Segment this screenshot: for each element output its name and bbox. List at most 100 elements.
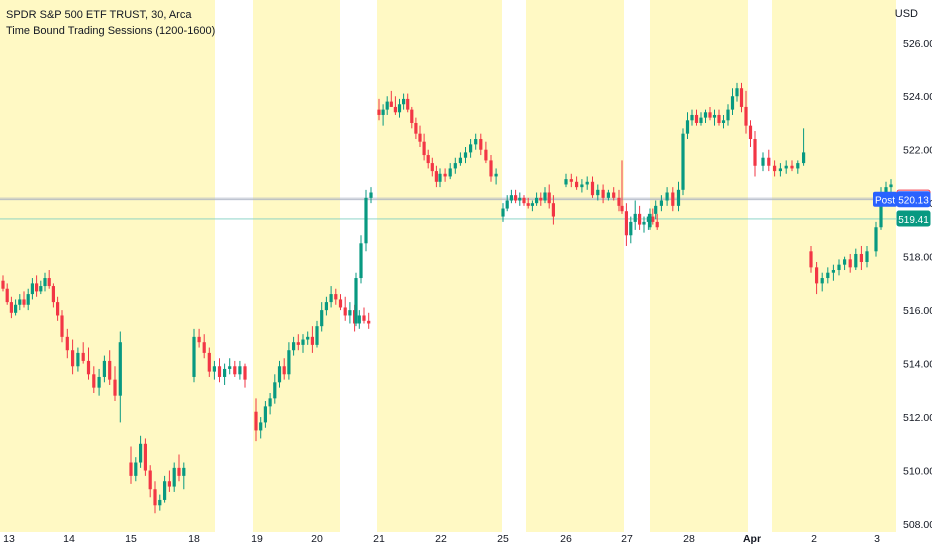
- candle: [359, 235, 363, 284]
- candle-body: [418, 133, 422, 142]
- candle-body: [859, 253, 863, 262]
- candle-body: [518, 197, 522, 201]
- candle: [809, 245, 813, 273]
- candle: [744, 90, 748, 134]
- candle: [292, 336, 296, 356]
- candle-body: [651, 216, 655, 222]
- candle-body: [338, 299, 343, 308]
- candle: [796, 160, 800, 174]
- candle: [354, 272, 358, 327]
- candle-body: [315, 326, 319, 345]
- candle-body: [443, 173, 447, 177]
- candle: [357, 310, 361, 329]
- candle-body: [784, 165, 788, 169]
- candle-body: [129, 462, 133, 476]
- candle: [158, 494, 162, 511]
- y-tick-label: 516.00: [903, 305, 932, 317]
- y-tick-label: 526.00: [903, 38, 932, 50]
- candle-body: [422, 141, 426, 156]
- session-band-25: [526, 0, 563, 532]
- candle: [826, 267, 830, 284]
- candle: [259, 417, 263, 439]
- session-band-22-post: [502, 0, 526, 532]
- candle: [76, 347, 80, 372]
- y-tick-label: 512.00: [903, 412, 932, 424]
- candle-body: [397, 104, 402, 113]
- candle: [590, 176, 595, 198]
- session-band-28: [650, 0, 687, 532]
- candle: [238, 360, 242, 380]
- candle-body: [739, 88, 744, 107]
- candle-body: [843, 259, 847, 265]
- candle: [889, 179, 893, 193]
- candle-body: [268, 398, 272, 407]
- candle-body: [767, 157, 771, 166]
- candle-body: [575, 181, 579, 188]
- candle: [539, 192, 543, 206]
- candle: [596, 184, 600, 201]
- candle-body: [192, 336, 196, 377]
- candle: [778, 163, 782, 177]
- candle: [414, 117, 418, 140]
- candle: [263, 401, 267, 428]
- candle-body: [514, 195, 518, 201]
- candle-body: [43, 278, 47, 287]
- candle-body: [690, 114, 694, 121]
- candle-body: [831, 270, 835, 273]
- candle-body: [343, 307, 347, 316]
- candle-body: [708, 112, 712, 118]
- candle-body: [362, 315, 366, 321]
- candle-body: [685, 120, 690, 134]
- candle: [479, 133, 483, 156]
- candle: [837, 259, 841, 276]
- candle-body: [681, 133, 685, 190]
- candle-body: [182, 467, 186, 476]
- symbol-title[interactable]: SPDR S&P 500 ETF TRUST, 30, Arca: [6, 9, 192, 21]
- candle-body: [139, 443, 143, 463]
- candle-body: [596, 189, 600, 196]
- candle: [377, 98, 381, 121]
- candle: [30, 278, 34, 300]
- candle-body: [348, 310, 352, 316]
- candle-body: [118, 342, 122, 396]
- candle: [843, 256, 847, 271]
- candle: [56, 296, 60, 321]
- candle-body: [277, 366, 282, 383]
- currency-label[interactable]: USD: [894, 8, 918, 20]
- candle-body: [243, 366, 247, 380]
- candle: [14, 299, 18, 316]
- price-tag-label: 520.13: [898, 196, 929, 207]
- candle-body: [9, 302, 13, 313]
- candle-body: [238, 366, 242, 375]
- x-tick-label: 25: [497, 533, 509, 545]
- candle-body: [334, 294, 338, 300]
- candle: [761, 152, 765, 172]
- candle-body: [56, 302, 60, 316]
- candle-body: [148, 470, 152, 490]
- candle: [494, 168, 498, 185]
- x-tick-label: 20: [311, 533, 323, 545]
- candle: [315, 320, 319, 348]
- candle-body: [474, 139, 478, 145]
- candle-body: [509, 195, 513, 201]
- candle-body: [389, 101, 393, 107]
- x-tick-label: 14: [63, 533, 75, 545]
- time-axis: 13 14 15 18 19 20 21 22 25 26 27 28 Apr 2 3: [3, 533, 880, 545]
- candle-body: [703, 112, 708, 118]
- candle-body: [730, 96, 735, 110]
- candle: [721, 114, 726, 129]
- indicator-title[interactable]: Time Bound Trading Sessions (1200-1600): [6, 25, 216, 37]
- candle-body: [60, 315, 64, 337]
- candle-body: [564, 179, 568, 185]
- candle-body: [837, 264, 841, 271]
- candle: [535, 192, 539, 206]
- candles: [1, 82, 893, 514]
- candle: [39, 280, 43, 295]
- candle-body: [826, 272, 830, 279]
- candle-body: [301, 339, 305, 345]
- candle: [324, 296, 328, 316]
- candle: [671, 187, 675, 212]
